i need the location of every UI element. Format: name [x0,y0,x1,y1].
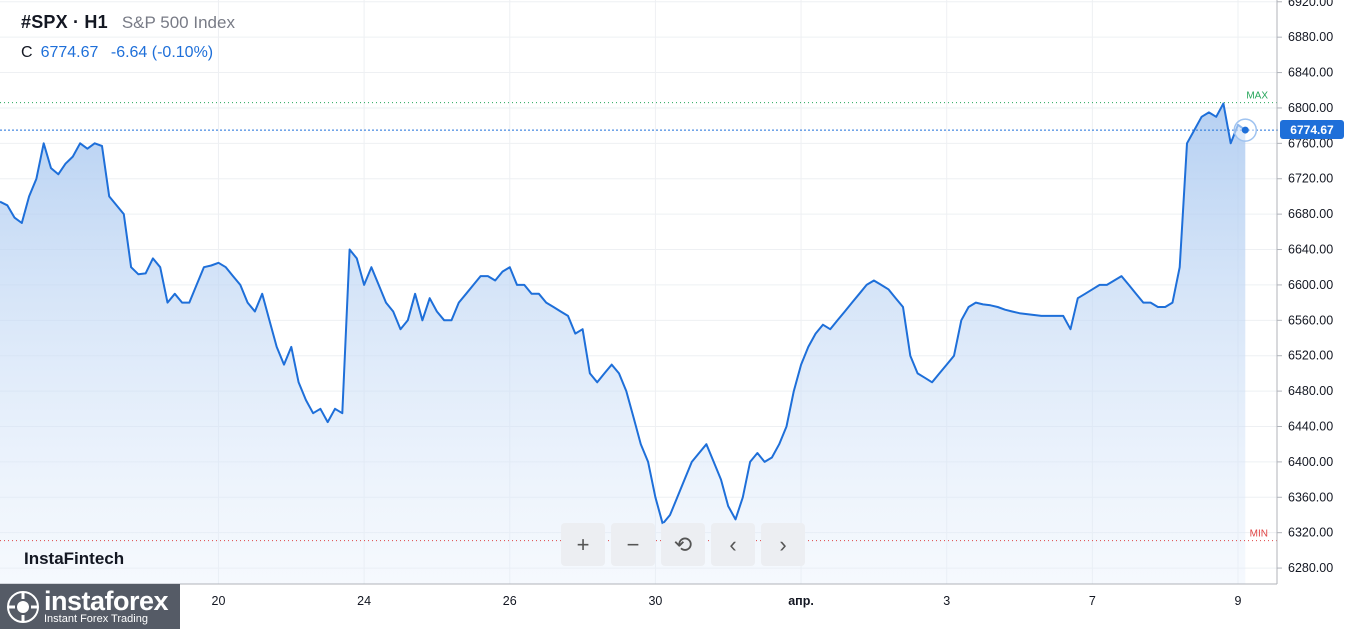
y-tick-label: 6320.00 [1288,526,1333,540]
y-tick-label: 6840.00 [1288,66,1333,80]
minus-icon: − [626,531,640,557]
scroll-left-button[interactable]: ‹ [711,523,755,566]
y-tick-label: 6920.00 [1288,0,1333,9]
zoom-in-button[interactable]: + [561,523,605,566]
zoom-out-button[interactable]: − [611,523,655,566]
x-tick-label: 26 [503,594,517,608]
reset-icon: ⟲ [673,531,693,557]
y-tick-label: 6600.00 [1288,278,1333,292]
x-tick-label: апр. [788,594,814,608]
chevron-left-icon: ‹ [729,531,737,557]
y-tick-label: 6560.00 [1288,313,1333,327]
x-tick-label: 30 [648,594,662,608]
y-tick-label: 6280.00 [1288,561,1333,575]
price-line [0,102,1246,525]
min-label: MIN [1250,529,1268,540]
y-tick-label: 6680.00 [1288,207,1333,221]
ohlc-readout: C 6774.67 -6.64 (-0.10%) [21,44,213,62]
y-tick-label: 6360.00 [1288,490,1333,504]
y-tick-label: 6720.00 [1288,172,1333,186]
chart-header: #SPX · H1 S&P 500 Index [21,12,235,33]
reset-button[interactable]: ⟲ [661,523,705,566]
y-tick-label: 6440.00 [1288,419,1333,433]
x-tick-label: 24 [357,594,371,608]
y-tick-label: 6760.00 [1288,136,1333,150]
y-tick-label: 6400.00 [1288,455,1333,469]
x-tick-label: 3 [943,594,950,608]
chevron-right-icon: › [779,531,787,557]
symbol-title: #SPX · H1 [21,12,108,32]
x-tick-label: 20 [212,594,226,608]
price-area [0,103,1246,584]
brand-name: instaforex [44,586,169,616]
scroll-right-button[interactable]: › [761,523,805,566]
change-value: -6.64 (-0.10%) [110,44,214,61]
x-tick-label: 7 [1089,594,1096,608]
y-tick-label: 6640.00 [1288,243,1333,257]
y-tick-label: 6880.00 [1288,30,1333,44]
close-value: 6774.67 [40,44,99,61]
zoom-toolbar: + − ⟲ ‹ › [561,523,805,566]
x-tick-label: 9 [1235,594,1242,608]
y-tick-label: 6480.00 [1288,384,1333,398]
y-tick-label: 6520.00 [1288,349,1333,363]
watermark: InstaFintech [24,549,125,568]
close-label: C [21,44,33,61]
y-tick-label: 6800.00 [1288,101,1333,115]
brand-tagline: Instant Forex Trading [44,613,148,625]
last-price-label: 6774.67 [1280,120,1344,140]
last-point-marker [1241,126,1249,134]
brand-logo-icon [7,590,39,623]
instrument-description: S&P 500 Index [121,13,235,32]
plus-icon: + [576,531,590,557]
brand-banner[interactable]: instaforex Instant Forex Trading [0,584,180,629]
max-label: MAX [1246,91,1268,102]
